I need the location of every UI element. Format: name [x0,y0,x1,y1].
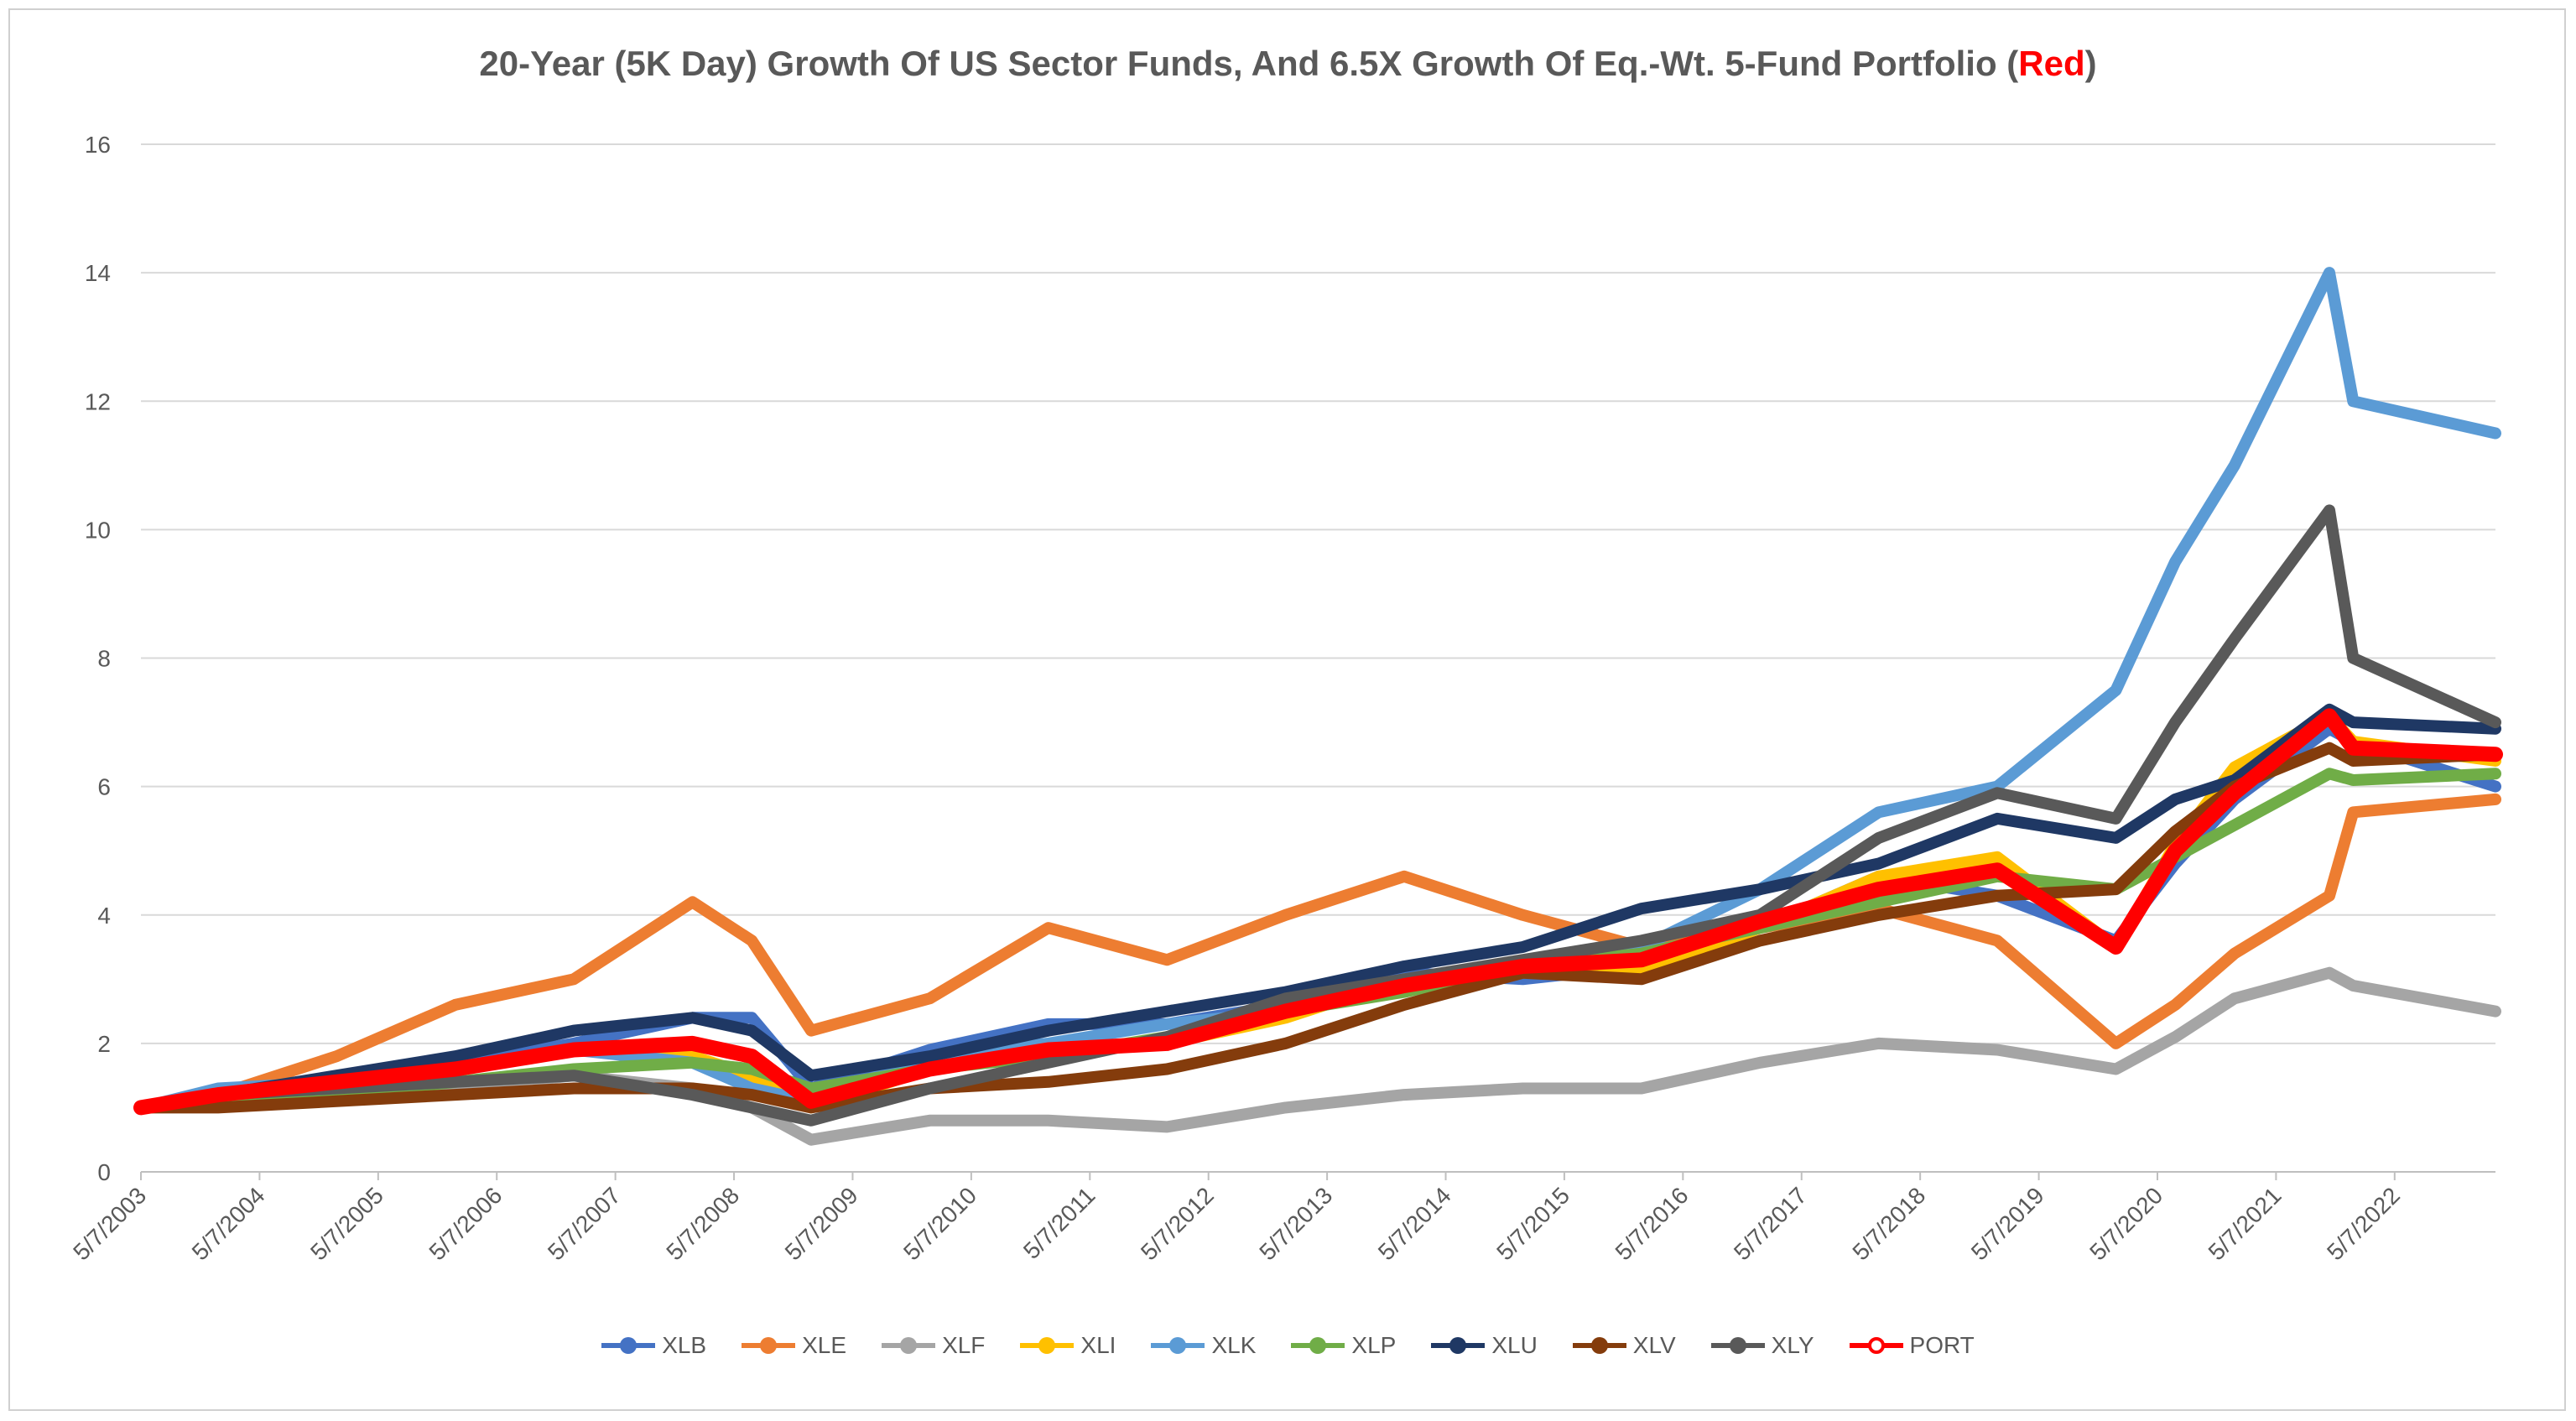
series-line-port [133,708,2503,1116]
x-tick-label: 5/7/2022 [2322,1182,2405,1265]
legend-swatch [742,1337,796,1354]
y-tick-label: 0 [97,1159,111,1185]
legend-label: XLE [802,1332,847,1358]
x-tick-label: 5/7/2008 [661,1182,744,1265]
legend-swatch [1431,1337,1486,1354]
x-tick-label: 5/7/2013 [1254,1182,1337,1265]
series-line-xlv [135,742,2501,1114]
x-tick-label: 5/7/2005 [305,1182,388,1265]
legend-item-xlf: XLF [882,1332,985,1359]
x-tick-label: 5/7/2019 [1966,1182,2049,1265]
x-tick-label: 5/7/2017 [1729,1182,1812,1265]
series-line-xlu [135,703,2501,1114]
x-tick-label: 5/7/2011 [1018,1182,1101,1264]
x-tick-label: 5/7/2016 [1611,1182,1694,1265]
x-tick-label: 5/7/2014 [1373,1182,1456,1265]
x-tick-label: 5/7/2010 [898,1182,981,1265]
legend-label: XLP [1351,1332,1397,1358]
x-tick-label: 5/7/2003 [68,1182,151,1265]
legend-item-xlp: XLP [1291,1332,1396,1359]
legend-item-xlk: XLK [1151,1332,1256,1359]
x-tick-label: 5/7/2009 [780,1182,863,1265]
legend-item-xlb: XLB [601,1332,706,1359]
x-tick-label: 5/7/2018 [1847,1182,1930,1265]
x-axis-ticks: 5/7/2003 5/7/2004 5/7/2005 5/7/2006 5/7/2007… [68,1172,2405,1265]
legend-label: XLY [1771,1332,1814,1358]
x-tick-label: 5/7/2020 [2084,1182,2167,1265]
series-line-xle [135,793,2501,1114]
legend-label: XLB [662,1332,707,1358]
y-tick-label: 14 [85,260,111,286]
x-tick-label: 5/7/2015 [1491,1182,1574,1265]
legend-label: XLK [1211,1332,1257,1358]
x-tick-label: 5/7/2007 [543,1182,626,1265]
legend-item-xly: XLY [1710,1332,1814,1359]
legend-item-port: PORT [1849,1332,1975,1359]
legend-swatch [1849,1337,1903,1354]
x-tick-label: 5/7/2006 [424,1182,507,1265]
legend-item-xle: XLE [742,1332,846,1359]
grid-lines [141,143,2495,1044]
x-tick-label: 5/7/2012 [1136,1182,1219,1265]
y-tick-label: 4 [97,903,111,929]
series-line-xly [135,504,2501,1127]
y-tick-label: 8 [97,646,111,672]
chart-title: 20-Year (5K Day) Growth Of US Sector Fun… [0,44,2576,84]
chart-title-red: Red [2018,44,2085,83]
legend-swatch [601,1337,656,1354]
legend-item-xlv: XLV [1572,1332,1676,1359]
legend-swatch [882,1337,936,1354]
legend-swatch [1710,1337,1765,1354]
legend-item-xlu: XLU [1431,1332,1538,1359]
legend-swatch [1572,1337,1626,1354]
legend-label: XLI [1080,1332,1116,1358]
legend-label: PORT [1909,1332,1975,1358]
x-tick-label: 5/7/2004 [187,1182,270,1265]
series-lines [133,267,2503,1146]
chart-title-main: 20-Year (5K Day) Growth Of US Sector Fun… [479,44,2019,83]
legend-label: XLU [1491,1332,1538,1358]
legend: XLB XLE XLF XLI XLK XLP XLU XLV XLY PORT [0,1332,2576,1359]
y-tick-label: 10 [85,517,111,543]
legend-item-xli: XLI [1020,1332,1116,1359]
y-tick-label: 16 [85,132,111,158]
legend-swatch [1151,1337,1205,1354]
y-axis-ticks: 0 2 4 6 8 10 12 14 16 [85,132,111,1185]
legend-label: XLV [1632,1332,1676,1358]
y-tick-label: 12 [85,388,111,414]
y-tick-label: 6 [97,774,111,800]
x-tick-label: 5/7/2021 [2204,1182,2287,1265]
legend-swatch [1291,1337,1345,1354]
chart-title-end: ) [2084,44,2097,83]
chart-frame [8,8,2566,1411]
legend-swatch [1020,1337,1075,1354]
y-tick-label: 2 [97,1031,111,1057]
legend-label: XLF [942,1332,986,1358]
